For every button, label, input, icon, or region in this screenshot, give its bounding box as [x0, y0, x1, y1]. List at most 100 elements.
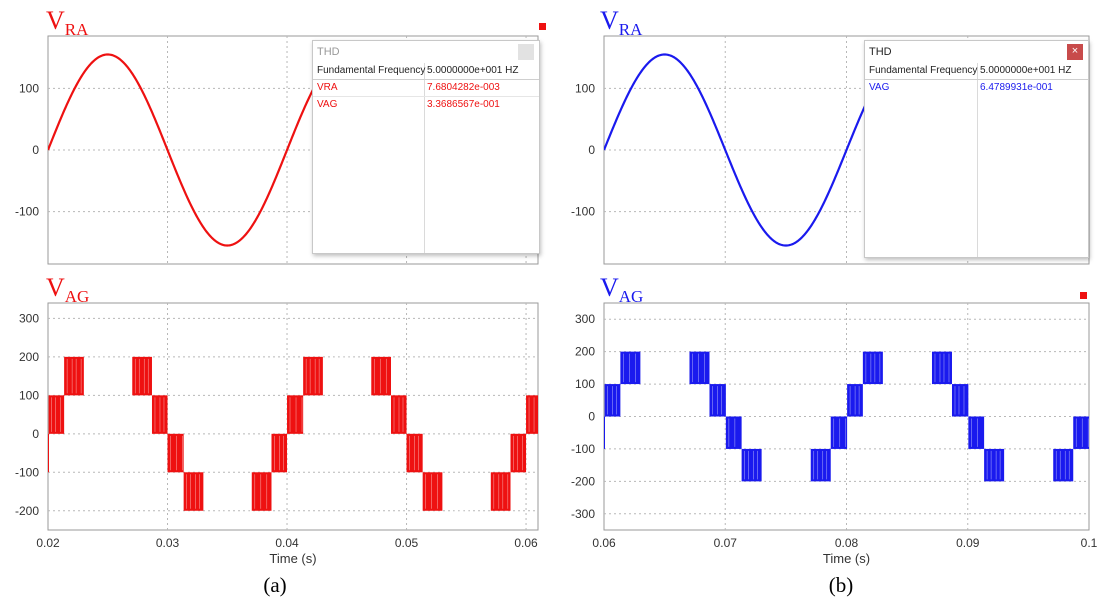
- pwm-band: [951, 384, 969, 417]
- pwm-band: [968, 416, 985, 449]
- pwm-band: [741, 448, 762, 482]
- pwm-band: [48, 433, 49, 473]
- y-tick-label: 200: [19, 350, 39, 364]
- x-tick-label: 0.05: [395, 536, 419, 550]
- title-subscript: AG: [618, 287, 644, 306]
- x-tick-label: 0.04: [275, 536, 299, 550]
- thd-header-label: Fundamental Frequency: [869, 65, 978, 76]
- y-tick-label: -200: [15, 504, 39, 518]
- title-subscript: RA: [64, 20, 89, 39]
- thd-titlebar[interactable]: THD ×: [313, 41, 539, 63]
- y-tick-label: 300: [19, 311, 39, 325]
- x-axis-label: Time (s): [269, 551, 316, 566]
- y-tick-label: 0: [588, 410, 595, 424]
- chart-a-bottom: -200 -100 0 100 200 300 0.02 0.03 0.04 0.05 0.06 Ti…: [15, 302, 539, 566]
- thd-row: VAG 3.3686567e-001: [313, 97, 539, 113]
- pwm-band: [64, 356, 84, 396]
- y-tick-label: -100: [571, 442, 595, 456]
- y-tick-label: -300: [571, 507, 595, 521]
- thd-titlebar[interactable]: THD ×: [865, 41, 1088, 63]
- y-tick-label: -100: [15, 465, 39, 479]
- x-tick-label: 0.06: [592, 536, 616, 550]
- y-tick-label: 0: [32, 143, 39, 157]
- thd-title: THD: [869, 46, 892, 58]
- pwm-band: [526, 395, 538, 434]
- x-axis-label: Time (s): [823, 551, 870, 566]
- pwm-band: [1053, 448, 1074, 482]
- x-tick-label: 0.06: [514, 536, 538, 550]
- thd-row-value: 6.4789931e-001: [980, 82, 1053, 93]
- thd-header-value: 5.0000000e+001 HZ: [980, 65, 1072, 76]
- x-tick-label: 0.09: [956, 536, 980, 550]
- title-main: V: [600, 273, 619, 302]
- title-main: V: [600, 6, 619, 35]
- series-VAG: [48, 354, 538, 513]
- pwm-band: [931, 351, 952, 385]
- pwm-band: [725, 416, 742, 449]
- thd-row-label: VAG: [317, 99, 338, 110]
- thd-column-divider: [424, 63, 425, 253]
- series-marker-square: [1080, 292, 1087, 299]
- thd-row-label: VRA: [317, 82, 338, 93]
- thd-row-label: VAG: [869, 82, 890, 93]
- y-tick-label: 100: [19, 388, 39, 402]
- y-tick-label: 300: [575, 312, 595, 326]
- thd-header-row: Fundamental Frequency 5.0000000e+001 HZ: [865, 63, 1088, 80]
- thd-header-row: Fundamental Frequency 5.0000000e+001 HZ: [313, 63, 539, 80]
- y-tick-label: 200: [575, 345, 595, 359]
- y-tick-label: 100: [575, 377, 595, 391]
- y-tick-label: -200: [571, 474, 595, 488]
- pwm-band: [132, 356, 152, 396]
- thd-column-divider: [977, 63, 978, 257]
- y-tick-label: 0: [588, 143, 595, 157]
- pwm-band: [810, 448, 831, 482]
- thd-row-value: 3.3686567e-001: [427, 99, 500, 110]
- pwm-band: [183, 472, 204, 511]
- close-icon[interactable]: ×: [518, 44, 534, 60]
- thd-header-value: 5.0000000e+001 HZ: [427, 65, 519, 76]
- panel-b-bottom-title: VAG: [600, 273, 644, 307]
- pwm-band: [510, 433, 527, 473]
- title-main: V: [46, 273, 65, 302]
- panel-b-top-title: VRA: [600, 6, 643, 40]
- pwm-band: [287, 395, 304, 434]
- pwm-band: [1073, 416, 1089, 449]
- y-tick-label: 100: [19, 81, 39, 95]
- panel-a-bottom-title: VAG: [46, 273, 90, 307]
- thd-title: THD: [317, 46, 340, 58]
- pwm-band: [1090, 384, 1091, 416]
- thd-window-b: THD × Fundamental Frequency 5.0000000e+0…: [864, 40, 1089, 258]
- title-subscript: AG: [64, 287, 90, 306]
- series-VAG: [604, 349, 1091, 484]
- pwm-band: [830, 416, 848, 449]
- title-main: V: [46, 6, 65, 35]
- y-tick-label: 0: [32, 427, 39, 441]
- thd-row: VRA 7.6804282e-003: [313, 80, 539, 97]
- title-subscript: RA: [618, 20, 643, 39]
- x-tick-label: 0.08: [835, 536, 859, 550]
- y-tick-label: 100: [575, 81, 595, 95]
- chart-b-bottom: -300 -200 -100 0 100 200 300 0.06 0.07 0.08 0.09 0.…: [571, 302, 1098, 566]
- panel-a-top-title: VRA: [46, 6, 89, 40]
- pwm-band: [303, 356, 323, 396]
- x-tick-label: 0.07: [714, 536, 738, 550]
- series-marker-square: [539, 23, 546, 30]
- pwm-band: [490, 472, 511, 511]
- y-tick-label: -100: [571, 205, 595, 219]
- pwm-band: [862, 351, 883, 385]
- x-tick-label: 0.1: [1081, 536, 1098, 550]
- caption-b: (b): [828, 573, 854, 597]
- thd-row: VAG 6.4789931e-001: [865, 80, 1088, 96]
- x-tick-label: 0.02: [36, 536, 60, 550]
- pwm-band: [604, 416, 605, 449]
- thd-header-label: Fundamental Frequency: [317, 65, 426, 76]
- y-tick-label: -100: [15, 205, 39, 219]
- pwm-band: [167, 433, 184, 473]
- thd-row-value: 7.6804282e-003: [427, 82, 500, 93]
- caption-a: (a): [263, 573, 287, 597]
- close-icon[interactable]: ×: [1067, 44, 1083, 60]
- pwm-band: [48, 395, 65, 434]
- x-tick-label: 0.03: [156, 536, 180, 550]
- pwm-band: [984, 448, 1005, 482]
